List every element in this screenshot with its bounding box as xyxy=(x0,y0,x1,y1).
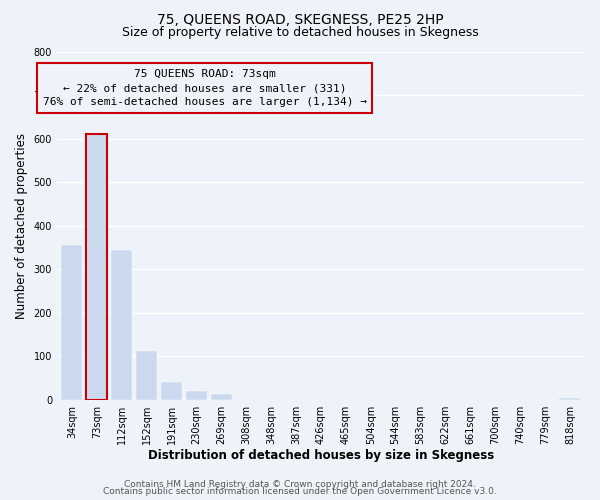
X-axis label: Distribution of detached houses by size in Skegness: Distribution of detached houses by size … xyxy=(148,450,494,462)
Text: 75, QUEENS ROAD, SKEGNESS, PE25 2HP: 75, QUEENS ROAD, SKEGNESS, PE25 2HP xyxy=(157,12,443,26)
Bar xyxy=(136,350,157,400)
Bar xyxy=(161,382,182,400)
Bar xyxy=(186,391,207,400)
Bar xyxy=(111,250,132,400)
Text: Contains HM Land Registry data © Crown copyright and database right 2024.: Contains HM Land Registry data © Crown c… xyxy=(124,480,476,489)
Text: 75 QUEENS ROAD: 73sqm
← 22% of detached houses are smaller (331)
76% of semi-det: 75 QUEENS ROAD: 73sqm ← 22% of detached … xyxy=(43,68,367,108)
Bar xyxy=(61,245,82,400)
Bar xyxy=(559,398,581,400)
Text: Contains public sector information licensed under the Open Government Licence v3: Contains public sector information licen… xyxy=(103,487,497,496)
Bar xyxy=(86,134,107,400)
Text: Size of property relative to detached houses in Skegness: Size of property relative to detached ho… xyxy=(122,26,478,39)
Bar xyxy=(211,394,232,400)
Y-axis label: Number of detached properties: Number of detached properties xyxy=(15,132,28,318)
